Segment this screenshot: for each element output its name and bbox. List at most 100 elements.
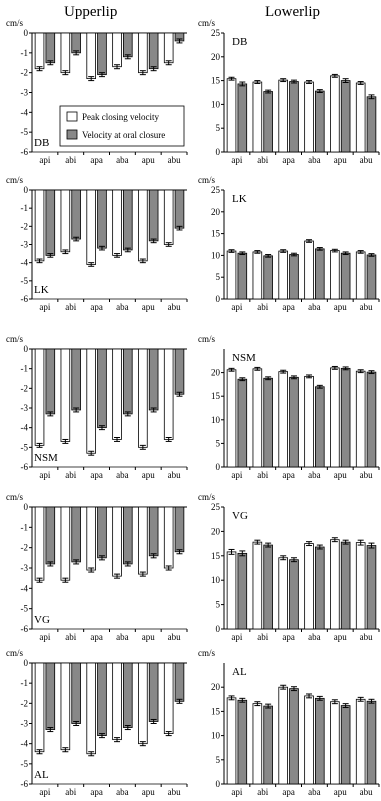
bar-peak-apa (86, 506, 96, 571)
bar-closure-apu (148, 348, 159, 411)
x-tick-label: abu (360, 470, 373, 480)
bar-peak-api (226, 369, 237, 468)
bar-closure-apa (97, 32, 107, 76)
bar-peak-api (34, 662, 45, 753)
y-tick-label: -2 (21, 221, 29, 231)
x-tick-label: api (39, 155, 50, 165)
x-tick-label: aba (308, 302, 321, 312)
x-tick-label: abi (65, 632, 76, 642)
legend: Peak closing velocity Velocity at oral c… (59, 105, 185, 147)
y-tick-label: 0 (216, 294, 221, 304)
bar-peak-apu (330, 367, 340, 468)
y-tick-label: -4 (21, 258, 29, 268)
x-tick-label: abi (257, 787, 268, 797)
speaker-label: NSM (232, 352, 256, 364)
bar-peak-aba (112, 32, 122, 68)
y-tick-label: -3 (21, 719, 29, 729)
y-tick-label: -5 (21, 276, 29, 286)
x-tick-label: apa (90, 787, 103, 797)
unit-label: cm/s (6, 648, 23, 658)
y-tick-label: -3 (21, 88, 29, 98)
x-tick-label: apu (334, 632, 347, 642)
unit-label: cm/s (198, 18, 215, 28)
unit-label: cm/s (198, 175, 215, 185)
bar-peak-apu (330, 701, 340, 785)
bar-peak-api (226, 697, 237, 785)
bar-closure-apu (340, 80, 351, 153)
x-tick-label: abi (257, 302, 268, 312)
bar-closure-apa (289, 81, 299, 153)
bar-closure-abi (71, 506, 81, 563)
lowerlip-title: Lowerlip (265, 4, 320, 20)
y-tick-label: 5 (216, 755, 221, 765)
bar-closure-abi (263, 705, 273, 785)
x-tick-label: apa (282, 632, 295, 642)
y-tick-label: -4 (21, 423, 29, 433)
x-tick-label: apu (142, 302, 155, 312)
y-tick-label: 10 (211, 731, 221, 741)
bar-peak-aba (304, 695, 314, 785)
bar-peak-aba (112, 348, 122, 440)
y-tick-label: 10 (211, 575, 221, 585)
bar-closure-api (45, 189, 56, 256)
y-tick-label: -2 (21, 68, 29, 78)
bar-peak-api (226, 250, 237, 300)
bar-peak-apa (278, 686, 288, 785)
x-tick-label: abu (360, 155, 373, 165)
speaker-label: AL (34, 769, 49, 781)
bar-peak-abu (163, 348, 174, 440)
unit-label: cm/s (198, 492, 215, 502)
bar-closure-abu (174, 506, 185, 553)
bar-closure-abu (366, 254, 377, 300)
x-tick-label: apa (90, 155, 103, 165)
bar-closure-api (45, 348, 56, 415)
bar-closure-apa (289, 559, 299, 630)
bar-peak-apu (138, 662, 148, 745)
bar-closure-abu (366, 96, 377, 153)
y-tick-label: -6 (21, 147, 29, 157)
y-tick-label: -6 (21, 462, 29, 472)
bar-peak-apu (330, 539, 340, 630)
y-tick-label: 25 (211, 502, 221, 512)
bar-closure-abi (263, 255, 273, 300)
x-tick-label: aba (308, 470, 321, 480)
bar-peak-aba (304, 240, 314, 300)
bar-closure-aba (315, 90, 325, 153)
y-tick-label: -1 (21, 48, 29, 58)
y-tick-label: -1 (21, 364, 29, 374)
bar-closure-aba (123, 189, 133, 251)
unit-label: cm/s (6, 492, 23, 502)
legend-swatch-closure (66, 129, 78, 140)
bar-peak-abu (355, 370, 366, 468)
y-tick-label: -6 (21, 294, 29, 304)
x-tick-label: apa (282, 155, 295, 165)
x-tick-label: abi (257, 632, 268, 642)
bar-peak-aba (112, 662, 122, 741)
bar-closure-abi (71, 662, 81, 724)
y-tick-label: 10 (211, 415, 221, 425)
bar-closure-api (45, 662, 56, 730)
x-tick-label: apa (282, 787, 295, 797)
unit-label: cm/s (6, 175, 23, 185)
panel-upperlip-nsm: 0 -1 -2 -3 -4 -5 -6 cm/s NSM api abi apa aba apu abu (6, 334, 188, 480)
y-tick-label: -6 (21, 624, 29, 634)
unit-label: cm/s (198, 648, 215, 658)
bar-closure-apu (148, 189, 159, 242)
y-tick-label: 5 (216, 123, 221, 133)
x-tick-label: apu (334, 155, 347, 165)
bar-closure-abi (71, 189, 81, 240)
y-tick-label: 5 (216, 272, 221, 282)
bar-peak-abi (60, 189, 71, 253)
bar-peak-aba (304, 375, 314, 468)
bar-peak-aba (112, 506, 122, 577)
bar-closure-abi (71, 32, 81, 54)
y-tick-label: -5 (21, 604, 29, 614)
bar-closure-apu (340, 252, 351, 300)
bar-peak-apa (278, 371, 288, 468)
y-tick-label: 0 (24, 185, 29, 195)
bar-peak-aba (112, 189, 122, 256)
bar-closure-aba (315, 386, 325, 468)
x-tick-label: apa (282, 302, 295, 312)
bar-peak-api (226, 78, 237, 153)
